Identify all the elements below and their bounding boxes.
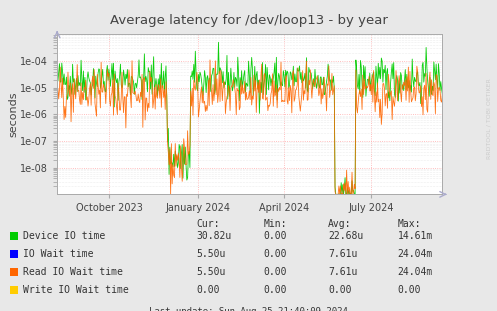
Text: Last update: Sun Aug 25 21:40:09 2024: Last update: Sun Aug 25 21:40:09 2024 bbox=[149, 307, 348, 311]
Text: 7.61u: 7.61u bbox=[328, 267, 357, 277]
Text: 22.68u: 22.68u bbox=[328, 231, 363, 241]
Text: 5.50u: 5.50u bbox=[196, 249, 226, 259]
Text: Read IO Wait time: Read IO Wait time bbox=[23, 267, 123, 277]
Text: Average latency for /dev/loop13 - by year: Average latency for /dev/loop13 - by yea… bbox=[109, 14, 388, 27]
Text: 24.04m: 24.04m bbox=[398, 249, 433, 259]
Text: 7.61u: 7.61u bbox=[328, 249, 357, 259]
Text: IO Wait time: IO Wait time bbox=[23, 249, 93, 259]
Text: Write IO Wait time: Write IO Wait time bbox=[23, 285, 129, 295]
Text: Cur:: Cur: bbox=[196, 219, 220, 229]
Text: Device IO time: Device IO time bbox=[23, 231, 105, 241]
Text: 0.00: 0.00 bbox=[263, 249, 287, 259]
Y-axis label: seconds: seconds bbox=[9, 91, 19, 137]
Text: 0.00: 0.00 bbox=[398, 285, 421, 295]
Text: 30.82u: 30.82u bbox=[196, 231, 232, 241]
Text: 0.00: 0.00 bbox=[196, 285, 220, 295]
Text: 24.04m: 24.04m bbox=[398, 267, 433, 277]
Text: 0.00: 0.00 bbox=[263, 231, 287, 241]
Text: 0.00: 0.00 bbox=[263, 285, 287, 295]
Text: 0.00: 0.00 bbox=[328, 285, 351, 295]
Text: 0.00: 0.00 bbox=[263, 267, 287, 277]
Text: Avg:: Avg: bbox=[328, 219, 351, 229]
Text: 14.61m: 14.61m bbox=[398, 231, 433, 241]
Text: Min:: Min: bbox=[263, 219, 287, 229]
Text: RRDTOOL / TOBI OETIKER: RRDTOOL / TOBI OETIKER bbox=[486, 78, 491, 159]
Text: 5.50u: 5.50u bbox=[196, 267, 226, 277]
Text: Max:: Max: bbox=[398, 219, 421, 229]
